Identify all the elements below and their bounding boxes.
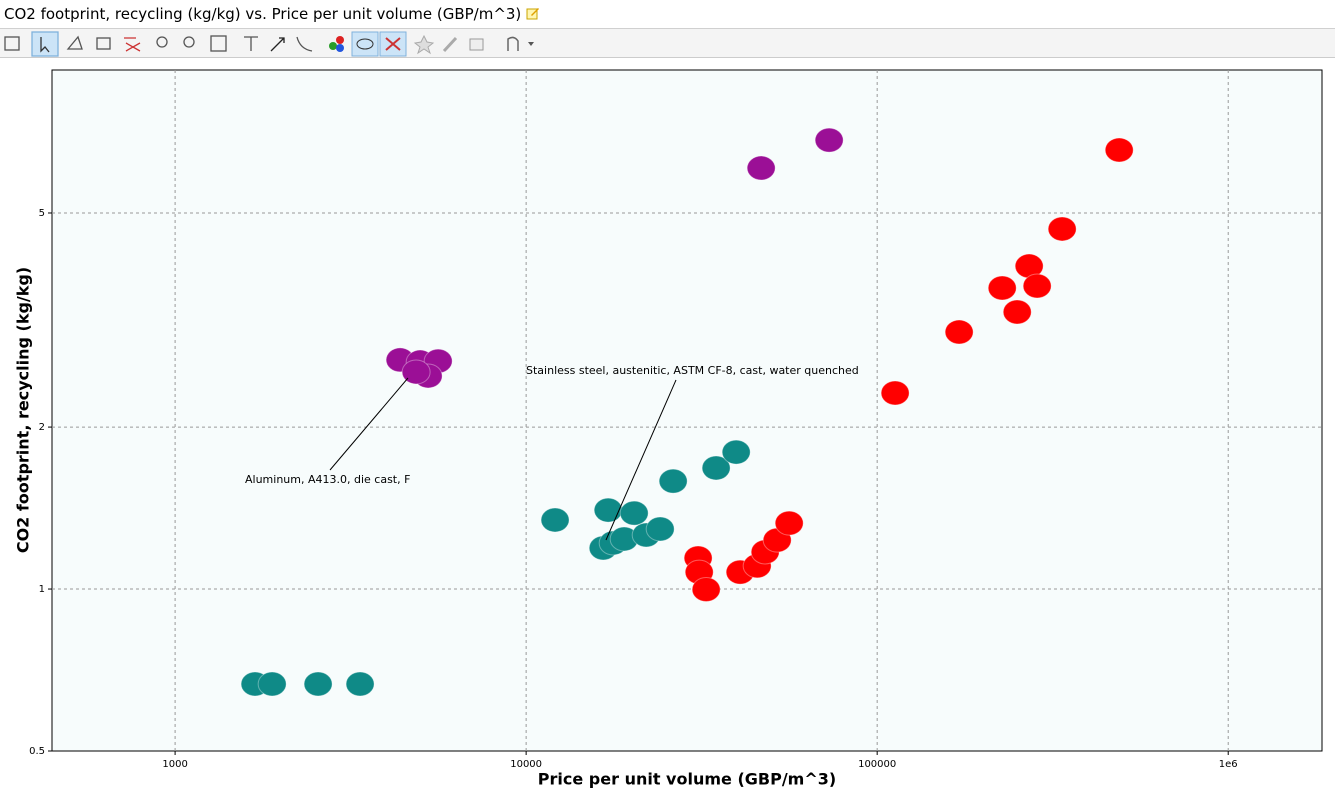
data-point [257,671,287,697]
select-button[interactable] [31,31,59,57]
data-point [1104,137,1134,163]
data-point [1047,216,1077,242]
annotation-leader [605,379,677,541]
arrow-button[interactable] [270,37,285,52]
data-point [303,671,333,697]
data-point [401,359,431,385]
chart: Price per unit volume (GBP/m^3) CO2 foot… [0,58,1335,795]
annotation: Stainless steel, austenitic, ASTM CF-8, … [526,364,859,377]
plot-area [51,69,1323,752]
data-point [540,507,570,533]
pointer-icon [40,37,50,53]
data-point [345,671,375,697]
toolbar-icons [4,31,534,57]
notes-button[interactable] [469,38,484,51]
x-tick-label: 100000 [858,759,896,770]
fit-button[interactable] [210,35,227,52]
toolbar [0,29,1335,58]
curve-button[interactable] [296,36,313,52]
data-point [944,319,974,345]
window-title-text: CO2 footprint, recycling (kg/kg) vs. Pri… [4,5,522,23]
y-tick-label: 5 [39,208,45,219]
colour-dot [336,44,344,52]
dropdown-arrow[interactable] [528,42,534,46]
data-point [987,275,1017,301]
favorite-button[interactable] [413,34,435,55]
data-point [1022,273,1052,299]
data-point [619,500,649,526]
x-tick-label: 1e6 [1219,759,1238,770]
data-point [593,497,623,523]
data-point [746,155,776,181]
colour-button[interactable] [329,42,337,50]
chart-settings-button[interactable] [4,36,20,51]
brush-button[interactable] [442,36,458,53]
zoom-in-button[interactable] [156,36,168,48]
window-title: CO2 footprint, recycling (kg/kg) vs. Pri… [0,0,1335,29]
data-point [774,510,804,536]
data-point [721,439,751,465]
data-point [645,516,675,542]
envelope-button[interactable] [66,35,83,50]
box-select-button[interactable] [96,37,111,50]
remove-button[interactable] [124,37,141,52]
y-tick-label: 1 [39,584,45,595]
y-tick-label: 2 [39,422,45,433]
x-tick-label: 1000 [162,759,187,770]
envelope-icon [356,38,374,50]
hide-icon [385,37,401,51]
data-point [691,577,721,603]
zoom-out-button[interactable] [183,36,195,48]
y-tick-label: 0.5 [29,746,45,757]
colour-dot [336,36,344,44]
data-point [814,127,844,153]
tools-button[interactable] [507,36,519,51]
annotation-leader [329,377,409,471]
y-axis-label: CO2 footprint, recycling (kg/kg) [14,267,33,553]
annotation: Aluminum, A413.0, die cast, F [245,473,410,486]
data-point [658,468,688,494]
data-point [1002,299,1032,325]
edit-icon[interactable] [526,6,540,20]
data-point [880,380,910,406]
x-axis-label: Price per unit volume (GBP/m^3) [538,770,836,789]
text-button[interactable] [244,36,258,51]
data-point [701,455,731,481]
x-tick-label: 10000 [510,759,542,770]
envelope-toggle[interactable] [351,31,379,57]
